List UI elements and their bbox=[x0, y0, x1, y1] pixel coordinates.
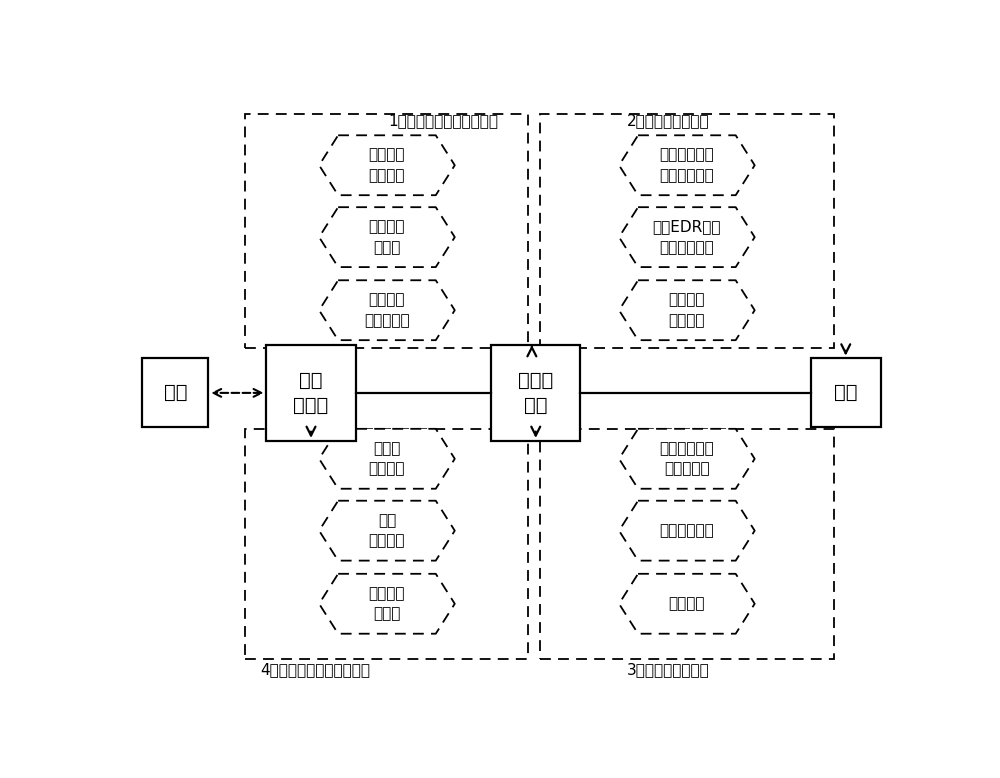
Text: 事故总线数据: 事故总线数据 bbox=[660, 523, 714, 538]
Text: 用户: 用户 bbox=[164, 384, 187, 402]
Bar bbox=[540, 114, 834, 348]
Text: 读取EDR系统
事故记录数据: 读取EDR系统 事故记录数据 bbox=[653, 219, 721, 255]
Text: 2、向汽车发送指令: 2、向汽车发送指令 bbox=[627, 113, 710, 128]
Bar bbox=[245, 114, 528, 348]
Polygon shape bbox=[619, 207, 755, 267]
Bar bbox=[811, 359, 881, 427]
Polygon shape bbox=[619, 135, 755, 195]
Bar bbox=[266, 345, 356, 441]
Polygon shape bbox=[619, 280, 755, 340]
Text: 零部件批次号
车辆识别码: 零部件批次号 车辆识别码 bbox=[660, 441, 714, 476]
Text: 4、向手机客户端返回结果: 4、向手机客户端返回结果 bbox=[261, 662, 371, 677]
Text: 3、向平台上传数据: 3、向平台上传数据 bbox=[627, 662, 710, 677]
Text: 1、向车联网平台发送指令: 1、向车联网平台发送指令 bbox=[388, 113, 498, 128]
Polygon shape bbox=[319, 501, 455, 561]
Bar bbox=[245, 429, 528, 660]
Text: 是否发生
过事故: 是否发生 过事故 bbox=[369, 219, 405, 255]
Bar bbox=[540, 429, 834, 660]
Text: 读取车辆
性能参数: 读取车辆 性能参数 bbox=[669, 293, 705, 328]
Polygon shape bbox=[319, 574, 455, 634]
Text: 车辆性能
排名及得分: 车辆性能 排名及得分 bbox=[364, 293, 410, 328]
Text: 性能参数: 性能参数 bbox=[669, 596, 705, 612]
Text: 汽车: 汽车 bbox=[834, 384, 858, 402]
Text: 是否更换
过控制器: 是否更换 过控制器 bbox=[369, 148, 405, 183]
Text: 车联网
平台: 车联网 平台 bbox=[518, 370, 553, 415]
Polygon shape bbox=[619, 501, 755, 561]
Text: 手机
客户端: 手机 客户端 bbox=[293, 370, 329, 415]
Text: 事故
相关数据: 事故 相关数据 bbox=[369, 513, 405, 548]
Bar bbox=[142, 359, 208, 427]
Polygon shape bbox=[619, 574, 755, 634]
Polygon shape bbox=[619, 429, 755, 489]
Polygon shape bbox=[319, 207, 455, 267]
Polygon shape bbox=[319, 429, 455, 489]
Text: 性能排名
及得分: 性能排名 及得分 bbox=[369, 586, 405, 622]
Polygon shape bbox=[319, 135, 455, 195]
Text: 读取各控制器
零部件批次号: 读取各控制器 零部件批次号 bbox=[660, 148, 714, 183]
Bar bbox=[491, 345, 580, 441]
Polygon shape bbox=[319, 280, 455, 340]
Text: 控制器
相关数据: 控制器 相关数据 bbox=[369, 441, 405, 476]
